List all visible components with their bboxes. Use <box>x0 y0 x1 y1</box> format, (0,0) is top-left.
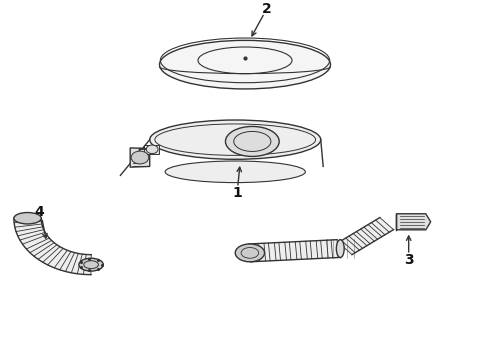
Ellipse shape <box>336 240 344 257</box>
Ellipse shape <box>235 244 265 262</box>
Polygon shape <box>130 148 150 167</box>
Polygon shape <box>249 240 339 262</box>
Polygon shape <box>396 214 431 230</box>
Text: 2: 2 <box>262 2 272 16</box>
Ellipse shape <box>165 161 305 183</box>
Ellipse shape <box>131 151 149 164</box>
Text: 4: 4 <box>34 205 44 219</box>
Ellipse shape <box>159 40 331 89</box>
Text: 1: 1 <box>233 185 243 199</box>
Ellipse shape <box>147 145 158 154</box>
Polygon shape <box>14 218 91 275</box>
Ellipse shape <box>14 212 41 224</box>
Text: 3: 3 <box>404 253 414 267</box>
Ellipse shape <box>150 120 321 159</box>
Polygon shape <box>338 217 393 255</box>
Bar <box>145 145 159 154</box>
Ellipse shape <box>225 126 279 157</box>
Ellipse shape <box>79 258 103 271</box>
